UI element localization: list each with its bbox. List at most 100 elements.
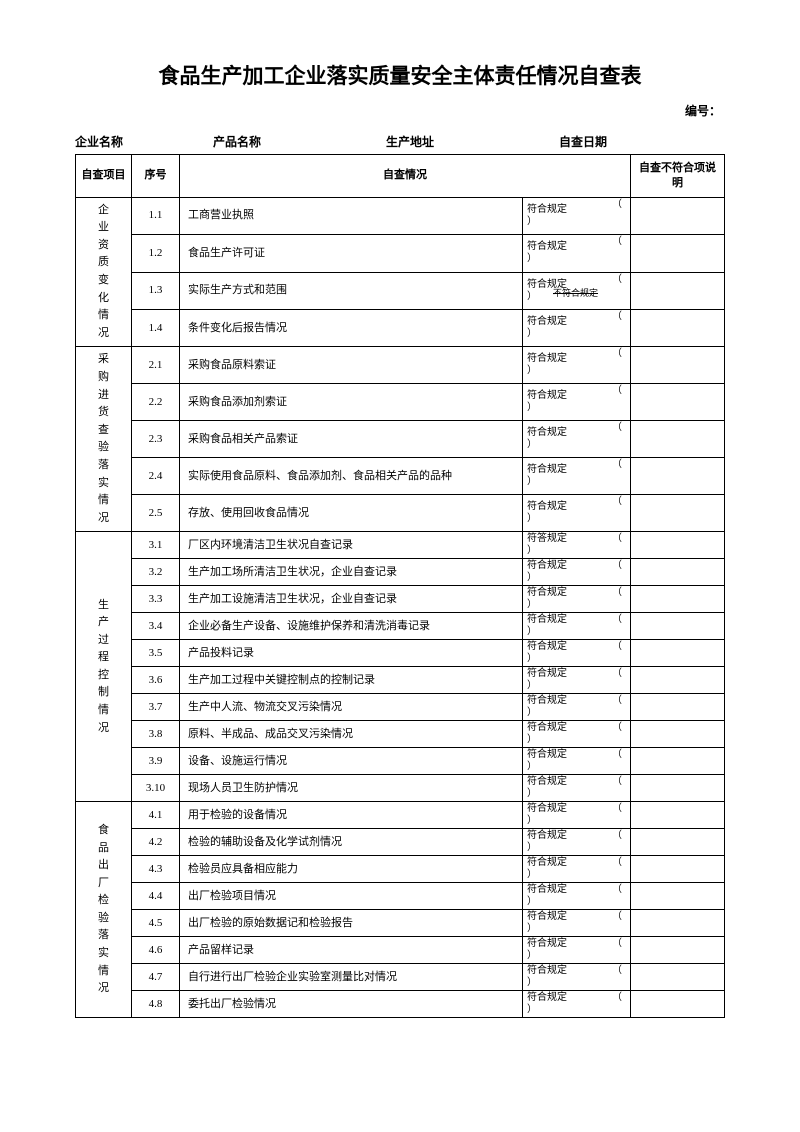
sequence-cell: 3.1 bbox=[132, 532, 180, 559]
document-number-label: 编号： bbox=[75, 102, 725, 119]
table-row: 生产过程控制情况3.1厂区内环境清洁卫生状况自查记录符答规定（） bbox=[76, 532, 725, 559]
sequence-cell: 3.8 bbox=[132, 721, 180, 748]
note-cell bbox=[631, 559, 725, 586]
sequence-cell: 1.1 bbox=[132, 197, 180, 234]
note-cell bbox=[631, 802, 725, 829]
status-cell: 符合规定（） bbox=[523, 458, 631, 495]
table-row: 3.2生产加工场所清洁卫生状况，企业自查记录符合规定（） bbox=[76, 559, 725, 586]
meta-product-label: 产品名称 bbox=[213, 133, 378, 150]
item-description-cell: 条件变化后报告情况 bbox=[180, 310, 523, 347]
item-description-cell: 采购食品原料索证 bbox=[180, 347, 523, 384]
table-row: 3.5产品投料记录符合规定（） bbox=[76, 640, 725, 667]
note-cell bbox=[631, 586, 725, 613]
status-cell: 符合规定（） bbox=[523, 991, 631, 1018]
table-row: 3.3生产加工设施清洁卫生状况，企业自查记录符合规定（） bbox=[76, 586, 725, 613]
note-cell bbox=[631, 937, 725, 964]
item-description-cell: 生产中人流、物流交叉污染情况 bbox=[180, 694, 523, 721]
sequence-cell: 1.3 bbox=[132, 272, 180, 309]
status-cell: 符合规定（） bbox=[523, 613, 631, 640]
sequence-cell: 4.8 bbox=[132, 991, 180, 1018]
note-cell bbox=[631, 991, 725, 1018]
item-description-cell: 设备、设施运行情况 bbox=[180, 748, 523, 775]
note-cell bbox=[631, 310, 725, 347]
note-cell bbox=[631, 748, 725, 775]
meta-address-label: 生产地址 bbox=[386, 133, 551, 150]
sequence-cell: 2.2 bbox=[132, 384, 180, 421]
note-cell bbox=[631, 694, 725, 721]
note-cell bbox=[631, 829, 725, 856]
note-cell bbox=[631, 721, 725, 748]
status-cell: 符合规定（） bbox=[523, 964, 631, 991]
table-row: 3.9设备、设施运行情况符合规定（） bbox=[76, 748, 725, 775]
category-cell: 企业资质变化情况 bbox=[76, 197, 132, 347]
status-cell: 符合规定（） bbox=[523, 721, 631, 748]
item-description-cell: 实际生产方式和范围 bbox=[180, 272, 523, 309]
status-cell: 符合规定（） bbox=[523, 235, 631, 272]
note-cell bbox=[631, 272, 725, 309]
status-cell: 符合规定（） bbox=[523, 384, 631, 421]
sequence-cell: 4.3 bbox=[132, 856, 180, 883]
note-cell bbox=[631, 667, 725, 694]
status-cell: 符合规定（不符合规定） bbox=[523, 272, 631, 309]
status-cell: 符合规定（） bbox=[523, 640, 631, 667]
table-row: 1.2食品生产许可证符合规定（） bbox=[76, 235, 725, 272]
sequence-cell: 4.5 bbox=[132, 910, 180, 937]
table-row: 2.3采购食品相关产品索证符合规定（） bbox=[76, 421, 725, 458]
category-cell: 食品出厂检验落实情况 bbox=[76, 802, 132, 1018]
sequence-cell: 2.4 bbox=[132, 458, 180, 495]
table-header-row: 自查项目 序号 自查情况 自查不符合项说明 bbox=[76, 155, 725, 198]
status-cell: 符合规定（） bbox=[523, 586, 631, 613]
note-cell bbox=[631, 347, 725, 384]
table-row: 4.2检验的辅助设备及化学试剂情况符合规定（） bbox=[76, 829, 725, 856]
item-description-cell: 采购食品添加剂索证 bbox=[180, 384, 523, 421]
table-row: 4.4出厂检验项目情况符合规定（） bbox=[76, 883, 725, 910]
header-nonconform: 自查不符合项说明 bbox=[631, 155, 725, 198]
item-description-cell: 原料、半成品、成品交叉污染情况 bbox=[180, 721, 523, 748]
sequence-cell: 3.9 bbox=[132, 748, 180, 775]
table-row: 3.6生产加工过程中关键控制点的控制记录符合规定（） bbox=[76, 667, 725, 694]
table-row: 2.5存放、使用回收食品情况符合规定（） bbox=[76, 495, 725, 532]
sequence-cell: 3.6 bbox=[132, 667, 180, 694]
status-cell: 符合规定（） bbox=[523, 802, 631, 829]
meta-row: 企业名称 产品名称 生产地址 自查日期 bbox=[75, 133, 725, 150]
status-cell: 符合规定（） bbox=[523, 347, 631, 384]
document-title: 食品生产加工企业落实质量安全主体责任情况自查表 bbox=[75, 60, 725, 90]
meta-company-label: 企业名称 bbox=[75, 133, 205, 150]
sequence-cell: 4.6 bbox=[132, 937, 180, 964]
table-row: 2.2采购食品添加剂索证符合规定（） bbox=[76, 384, 725, 421]
item-description-cell: 生产加工过程中关键控制点的控制记录 bbox=[180, 667, 523, 694]
table-row: 4.5出厂检验的原始数据记和检验报告符合规定（） bbox=[76, 910, 725, 937]
table-row: 3.4企业必备生产设备、设施维护保养和清洗消毒记录符合规定（） bbox=[76, 613, 725, 640]
sequence-cell: 4.4 bbox=[132, 883, 180, 910]
status-cell: 符合规定（） bbox=[523, 910, 631, 937]
item-description-cell: 用于检验的设备情况 bbox=[180, 802, 523, 829]
sequence-cell: 4.7 bbox=[132, 964, 180, 991]
status-cell: 符合规定（） bbox=[523, 197, 631, 234]
status-cell: 符合规定（） bbox=[523, 667, 631, 694]
item-description-cell: 采购食品相关产品索证 bbox=[180, 421, 523, 458]
header-category: 自查项目 bbox=[76, 155, 132, 198]
header-situation: 自查情况 bbox=[180, 155, 631, 198]
item-description-cell: 检验的辅助设备及化学试剂情况 bbox=[180, 829, 523, 856]
status-cell: 符合规定（） bbox=[523, 748, 631, 775]
status-cell: 符合规定（） bbox=[523, 883, 631, 910]
item-description-cell: 厂区内环境清洁卫生状况自查记录 bbox=[180, 532, 523, 559]
note-cell bbox=[631, 883, 725, 910]
status-cell: 符合规定（） bbox=[523, 559, 631, 586]
item-description-cell: 产品投料记录 bbox=[180, 640, 523, 667]
note-cell bbox=[631, 613, 725, 640]
status-cell: 符合规定（） bbox=[523, 856, 631, 883]
sequence-cell: 3.5 bbox=[132, 640, 180, 667]
note-cell bbox=[631, 964, 725, 991]
table-row: 1.3实际生产方式和范围符合规定（不符合规定） bbox=[76, 272, 725, 309]
item-description-cell: 食品生产许可证 bbox=[180, 235, 523, 272]
table-row: 4.6产品留样记录符合规定（） bbox=[76, 937, 725, 964]
table-row: 3.7生产中人流、物流交叉污染情况符合规定（） bbox=[76, 694, 725, 721]
sequence-cell: 3.2 bbox=[132, 559, 180, 586]
status-cell: 符合规定（） bbox=[523, 937, 631, 964]
sequence-cell: 4.1 bbox=[132, 802, 180, 829]
item-description-cell: 工商营业执照 bbox=[180, 197, 523, 234]
sequence-cell: 1.2 bbox=[132, 235, 180, 272]
category-cell: 采购进货查验落实情况 bbox=[76, 347, 132, 532]
sequence-cell: 2.5 bbox=[132, 495, 180, 532]
